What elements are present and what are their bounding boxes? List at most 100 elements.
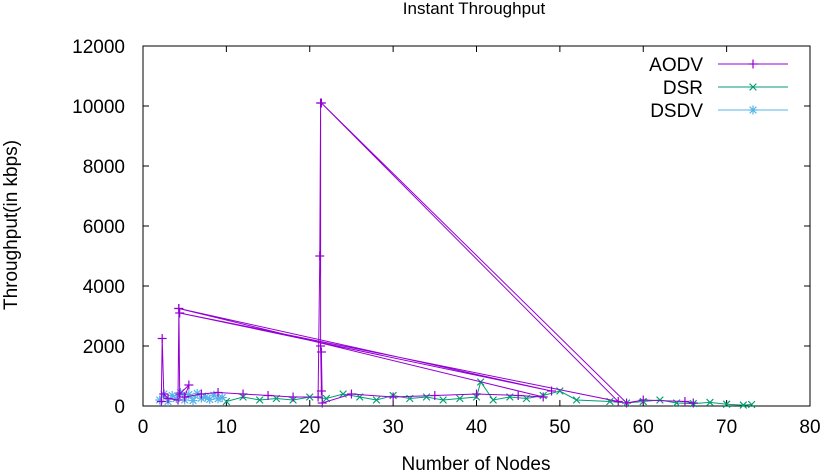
aodv-point [180,392,190,402]
legend-entry-dsr: DSR [663,78,788,99]
aodv-point [238,389,248,399]
dsr-point [556,387,564,395]
aodv-point [313,392,323,402]
aodv-point [688,398,698,408]
legend-marker-aodv [748,59,758,69]
dsr-point-stroke [422,393,431,401]
legend-marker-dsr-stroke [749,83,757,91]
dsr-point-stroke [572,396,581,404]
dsr-point-stroke [339,390,347,398]
dsr-point-stroke [747,400,756,409]
dsr-point-stroke [556,387,564,395]
aodv-line [160,102,694,404]
y-tick-label: 6000 [83,217,125,238]
dsr-point-stroke [722,400,731,408]
aodv-point [288,392,298,402]
x-tick-label: 20 [299,417,320,438]
aodv-point [163,394,173,403]
x-tick-label: 40 [466,417,487,438]
aodv-point [316,386,326,396]
legend-marker-dsr [749,83,757,91]
dsr-point-stroke [606,397,614,406]
legend-label-dsdv: DSDV [650,101,703,122]
legend-label-dsr: DSR [663,78,703,99]
dsr-point [439,396,447,404]
dsr-point-stroke [739,401,748,409]
dsr-point-stroke [456,394,464,403]
dsr-line [226,380,752,406]
aodv-point [184,380,194,390]
series-layer [155,98,756,409]
aodv-point [622,398,632,408]
dsdv-point-stroke [201,393,210,401]
x-tick-label: 80 [799,417,820,438]
aodv-point [174,304,184,313]
x-axis-label: Number of Nodes [402,454,551,472]
aodv-point [538,392,548,402]
x-tick-label: 70 [716,417,737,438]
dsdv-point-stroke [168,391,176,400]
aodv-point [196,389,206,399]
dsr-point-stroke [255,396,264,404]
aodv-point [613,397,623,406]
series-dsr [222,378,756,409]
plot-border [142,45,811,407]
dsr-point-stroke [706,398,714,407]
y-tick-label: 0 [114,397,125,418]
dsr-point [255,396,264,404]
dsdv-point-stroke [189,396,197,405]
aodv-point [175,308,185,318]
dsr-point-stroke [322,394,331,403]
dsr-point [656,396,664,404]
aodv-point [346,389,356,399]
aodv-point [430,391,440,400]
dsr-point-stroke [656,396,664,404]
aodv-point [316,98,326,108]
aodv-point [638,395,648,405]
dsr-point [572,396,581,404]
dsdv-point-stroke [214,395,222,403]
dsdv-point [155,395,165,405]
dsr-point-stroke [222,397,231,406]
x-tick-label: 30 [383,417,404,438]
series-aodv [156,98,698,408]
dsr-point [372,396,381,404]
aodv-point [173,395,183,405]
x-tick-label: 50 [549,417,570,438]
dsr-point [739,401,748,409]
dsr-point [456,394,464,403]
aodv-point [317,398,327,408]
y-axis-label: Throughput(in kbps) [1,140,22,310]
dsr-point [422,393,431,401]
aodv-point [472,389,481,399]
aodv-point [175,389,185,399]
axis-ticks: 0 10 20 30 40 50 60 70 80 0 2000 4000 6000 8000 10000 1… [72,37,820,438]
aodv-point [316,347,326,357]
aodv-point [157,334,167,343]
y-tick-label: 12000 [72,37,125,58]
y-tick-label: 4000 [83,277,125,298]
aodv-point [680,397,690,406]
dsr-point-stroke [672,399,681,407]
legend-label-aodv: AODV [649,55,703,76]
legend-marker-dsdv-stroke [749,106,757,114]
legend-entry-aodv: AODV [649,55,788,76]
legend-entry-dsdv: DSDV [650,101,788,122]
plot-area [142,45,811,407]
dsr-point-stroke [489,396,497,404]
y-tick-label: 8000 [83,157,125,178]
dsdv-point [217,393,227,403]
aodv-point [213,388,223,397]
dsr-point-stroke [372,396,381,404]
aodv-point [159,389,169,399]
dsr-point [706,398,714,407]
legend-marker-dsdv [748,105,758,115]
dsr-point [747,400,756,409]
aodv-point [388,392,398,402]
chart-title: Instant Throughput [403,0,546,18]
dsr-point [722,400,731,408]
x-tick-label: 60 [633,417,654,438]
dsr-point-stroke [506,393,514,401]
dsdv-point-stroke [218,393,227,402]
